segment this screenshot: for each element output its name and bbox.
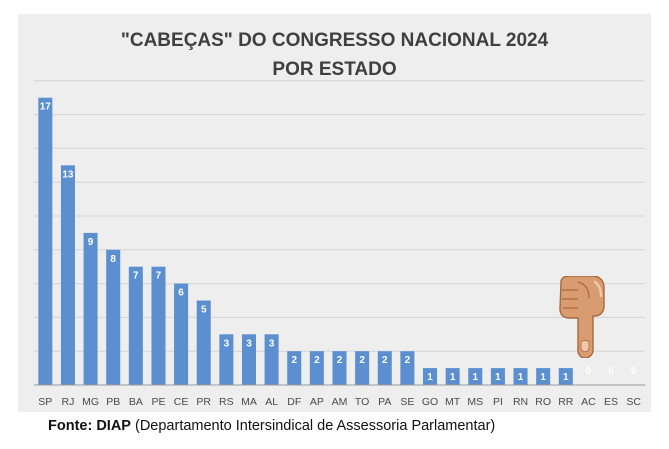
data-label-df: 2 bbox=[291, 355, 297, 366]
bar-pa bbox=[377, 351, 392, 385]
x-tick-label-to: TO bbox=[355, 396, 369, 408]
bar-al bbox=[264, 334, 279, 385]
bar-pi bbox=[490, 368, 505, 385]
x-tick-label-rj: RJ bbox=[62, 396, 75, 408]
data-label-pa: 2 bbox=[382, 355, 388, 366]
data-label-mt: 1 bbox=[450, 372, 456, 383]
x-tick-label-ac: AC bbox=[581, 396, 596, 408]
data-label-sc: 0 bbox=[631, 366, 637, 377]
data-label-ac: 0 bbox=[586, 366, 592, 377]
x-tick-label-ms: MS bbox=[467, 396, 483, 408]
x-tick-label-ro: RO bbox=[535, 396, 551, 408]
source-label: Fonte: DIAP bbox=[48, 418, 131, 434]
data-label-pr: 5 bbox=[201, 305, 207, 316]
chart-source: Fonte: DIAP (Departamento Intersindical … bbox=[48, 418, 495, 434]
data-label-go: 1 bbox=[427, 372, 433, 383]
bar-ms bbox=[468, 368, 483, 385]
data-label-rr: 1 bbox=[563, 372, 569, 383]
x-tick-label-sp: SP bbox=[38, 396, 52, 408]
x-tick-label-al: AL bbox=[265, 396, 278, 408]
x-tick-label-ce: CE bbox=[174, 396, 189, 408]
x-tick-label-sc: SC bbox=[626, 396, 641, 408]
bar-sp bbox=[38, 97, 53, 385]
x-tick-label-ap: AP bbox=[310, 396, 324, 408]
x-tick-label-go: GO bbox=[422, 396, 438, 408]
data-label-am: 2 bbox=[337, 355, 343, 366]
bar-pb bbox=[106, 249, 121, 385]
data-label-rn: 1 bbox=[518, 372, 524, 383]
x-tick-label-rr: RR bbox=[558, 396, 574, 408]
x-tick-label-ma: MA bbox=[241, 396, 257, 408]
bar-ap bbox=[309, 351, 324, 385]
data-label-es: 0 bbox=[608, 366, 614, 377]
bar-rn bbox=[513, 368, 528, 385]
source-text: (Departamento Intersindical de Assessori… bbox=[135, 418, 496, 434]
bar-pe bbox=[151, 266, 166, 385]
bar-mt bbox=[445, 368, 460, 385]
bar-pr bbox=[196, 300, 211, 385]
x-tick-label-pe: PE bbox=[151, 396, 165, 408]
x-tick-label-es: ES bbox=[604, 396, 618, 408]
data-label-sp: 17 bbox=[40, 102, 52, 113]
x-tick-label-ba: BA bbox=[129, 396, 143, 408]
data-label-pb: 8 bbox=[110, 254, 116, 265]
data-label-al: 3 bbox=[269, 338, 275, 349]
bar-se bbox=[400, 351, 415, 385]
data-label-pe: 7 bbox=[156, 271, 162, 282]
x-tick-label-se: SE bbox=[400, 396, 414, 408]
data-label-mg: 9 bbox=[88, 237, 94, 248]
bar-mg bbox=[83, 232, 98, 385]
data-label-ro: 1 bbox=[540, 372, 546, 383]
x-tick-label-mt: MT bbox=[445, 396, 461, 408]
chart-title: "CABEÇAS" DO CONGRESSO NACIONAL 2024 bbox=[120, 30, 549, 51]
x-tick-label-rs: RS bbox=[219, 396, 234, 408]
x-tick-label-mg: MG bbox=[82, 396, 99, 408]
x-tick-label-pi: PI bbox=[493, 396, 503, 408]
data-label-to: 2 bbox=[359, 355, 365, 366]
chart-subtitle: POR ESTADO bbox=[272, 59, 397, 80]
x-tick-label-am: AM bbox=[332, 396, 348, 408]
bar-rr bbox=[558, 368, 573, 385]
data-label-rj: 13 bbox=[62, 169, 74, 180]
x-tick-label-pr: PR bbox=[196, 396, 211, 408]
x-tick-label-rn: RN bbox=[513, 396, 528, 408]
data-label-rs: 3 bbox=[224, 338, 230, 349]
bar-df bbox=[287, 351, 302, 385]
data-label-ap: 2 bbox=[314, 355, 320, 366]
bar-to bbox=[355, 351, 370, 385]
bar-rj bbox=[60, 165, 75, 385]
x-tick-label-df: DF bbox=[287, 396, 301, 408]
bar-am bbox=[332, 351, 347, 385]
data-label-pi: 1 bbox=[495, 372, 501, 383]
data-label-ma: 3 bbox=[246, 338, 252, 349]
bar-go bbox=[423, 368, 438, 385]
data-label-ce: 6 bbox=[178, 288, 184, 299]
data-label-se: 2 bbox=[405, 355, 411, 366]
data-label-ba: 7 bbox=[133, 271, 139, 282]
x-tick-label-pb: PB bbox=[106, 396, 120, 408]
data-label-ms: 1 bbox=[472, 372, 478, 383]
pointing-down-hand-icon bbox=[559, 276, 605, 358]
chart-title-block: "CABEÇAS" DO CONGRESSO NACIONAL 2024 POR… bbox=[18, 26, 651, 84]
bar-ma bbox=[241, 334, 256, 385]
bar-rs bbox=[219, 334, 234, 385]
x-tick-label-pa: PA bbox=[378, 396, 391, 408]
bar-ce bbox=[174, 283, 189, 385]
bar-ba bbox=[128, 266, 143, 385]
bar-ro bbox=[536, 368, 551, 385]
